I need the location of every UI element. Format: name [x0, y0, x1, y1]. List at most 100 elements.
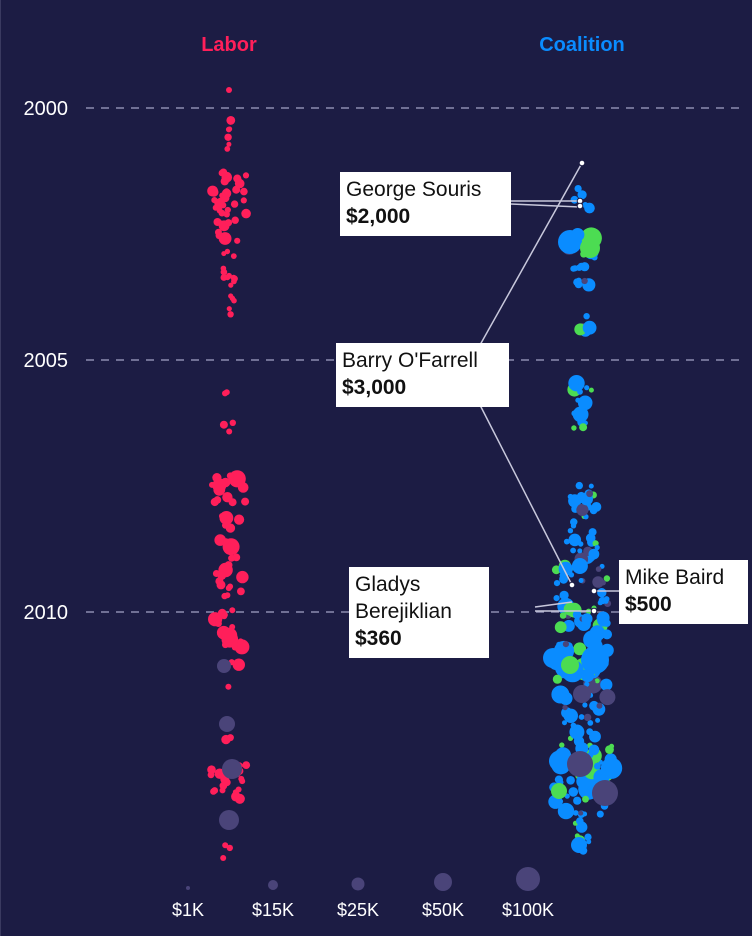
highlight-dot-5 [590, 607, 598, 615]
labor-dot-145 [219, 781, 228, 790]
labor-dot-25 [241, 208, 251, 219]
labor-dot-36 [240, 197, 247, 204]
labor-dot-3 [224, 133, 232, 141]
coalition-dot-196 [568, 787, 579, 797]
labor-dot-156 [226, 844, 233, 852]
coalition-dot-173 [582, 702, 588, 708]
year-label-2000: 2000 [24, 98, 69, 120]
highlight-dot-3 [568, 581, 576, 589]
coalition-dot-93 [553, 595, 560, 602]
coalition-dot-30 [571, 425, 577, 431]
callout-gladys-berejiklian: Gladys Berejiklian $360 [349, 567, 489, 658]
coalition-dot-166 [562, 641, 570, 648]
coalition-dot-224 [566, 776, 575, 785]
callout-name: Mike Baird [625, 566, 725, 589]
coalition-dot-185 [583, 713, 592, 722]
labor-dot-111 [234, 639, 250, 655]
coalition-dot-141 [600, 678, 613, 691]
labor-dot-98 [237, 587, 245, 596]
coalition-large-dot-7 [573, 685, 591, 703]
donation-dots [207, 87, 623, 861]
labor-dot-7 [226, 116, 236, 125]
labor-dot-54 [230, 253, 237, 259]
coalition-dot-61 [591, 502, 602, 512]
labor-other-dot-0 [217, 659, 231, 673]
labor-dot-94 [219, 511, 234, 525]
callout-name: George Souris [346, 178, 482, 201]
labor-dot-61 [228, 282, 234, 288]
labor-dot-84 [241, 497, 250, 506]
coalition-dot-142 [594, 678, 600, 684]
labor-dot-127 [225, 683, 232, 690]
coalition-dot-178 [589, 700, 599, 711]
coalition-large-dot-3 [543, 648, 563, 668]
coalition-dot-42 [577, 383, 584, 389]
coalition-dot-83 [578, 541, 584, 547]
coalition-dot-43 [572, 406, 589, 423]
size-legend-label-50k: $50K [422, 900, 464, 920]
coalition-dot-126 [603, 596, 610, 602]
size-legend-dot-1k [186, 886, 190, 890]
labor-other-dot-2 [222, 759, 242, 779]
labor-dot-14 [242, 172, 250, 179]
labor-other-dot-1 [219, 716, 235, 732]
coalition-large-dot-4 [561, 656, 579, 674]
coalition-large-dot-5 [567, 751, 593, 777]
coalition-large-dot-8 [571, 837, 587, 853]
coalition-dot-73 [570, 547, 576, 554]
coalition-dot-229 [605, 745, 614, 754]
labor-dot-114 [237, 638, 244, 645]
coalition-dot-119 [600, 580, 606, 586]
coalition-dot-176 [578, 714, 585, 720]
leader-line-1 [510, 203, 581, 208]
labor-dot-89 [234, 514, 245, 525]
labor-dot-92 [228, 554, 236, 562]
column-label-coalition: Coalition [539, 34, 625, 56]
labor-dot-39 [234, 237, 241, 244]
coalition-dot-59 [594, 544, 600, 551]
coalition-large-dot-1 [580, 238, 600, 258]
coalition-dot-187 [570, 722, 577, 729]
callout-mike-baird: Mike Baird $500 [619, 560, 748, 624]
coalition-dot-106 [575, 568, 581, 573]
labor-dot-65 [228, 311, 234, 317]
labor-dot-96 [223, 538, 230, 545]
coalition-dot-180 [576, 729, 583, 736]
coalition-dot-165 [556, 641, 562, 648]
labor-dot-15 [224, 206, 231, 214]
coalition-dot-109 [595, 566, 602, 572]
coalition-dot-40 [577, 395, 593, 411]
labor-dot-35 [233, 174, 242, 183]
labor-dot-43 [217, 220, 224, 227]
coalition-dot-22 [573, 278, 581, 287]
callout-amount: $360 [355, 627, 402, 650]
labor-dot-32 [240, 187, 248, 196]
coalition-dot-60 [588, 483, 594, 489]
coalition-large-dot-6 [592, 780, 618, 806]
coalition-large-dot-0 [558, 230, 582, 254]
coalition-dot-65 [570, 523, 577, 529]
size-legend-dot-50k [434, 873, 452, 891]
labor-dot-113 [232, 658, 245, 671]
coalition-dot-242 [594, 762, 601, 770]
coalition-dot-102 [592, 576, 604, 588]
coalition-dot-23 [580, 262, 590, 272]
labor-dot-46 [231, 216, 239, 224]
labor-dot-134 [210, 788, 217, 795]
labor-dot-93 [225, 523, 236, 533]
callout-amount: $3,000 [342, 376, 407, 399]
leader-line-2 [479, 162, 583, 346]
callout-leader-lines [479, 159, 619, 615]
coalition-dot-240 [554, 747, 572, 764]
coalition-dot-118 [559, 612, 567, 619]
labor-other-dot-3 [219, 810, 239, 830]
size-legend: $1K $15K $25K $50K $100K [172, 867, 554, 920]
callout-amount: $500 [625, 593, 672, 616]
coalition-dot-181 [562, 720, 567, 726]
callout-name: Gladys Berejiklian [355, 573, 452, 623]
labor-dot-33 [209, 187, 219, 197]
labor-dot-0 [226, 87, 232, 93]
coalition-dot-144 [573, 642, 587, 656]
labor-dot-26 [230, 200, 239, 208]
labor-dot-119 [214, 620, 222, 627]
